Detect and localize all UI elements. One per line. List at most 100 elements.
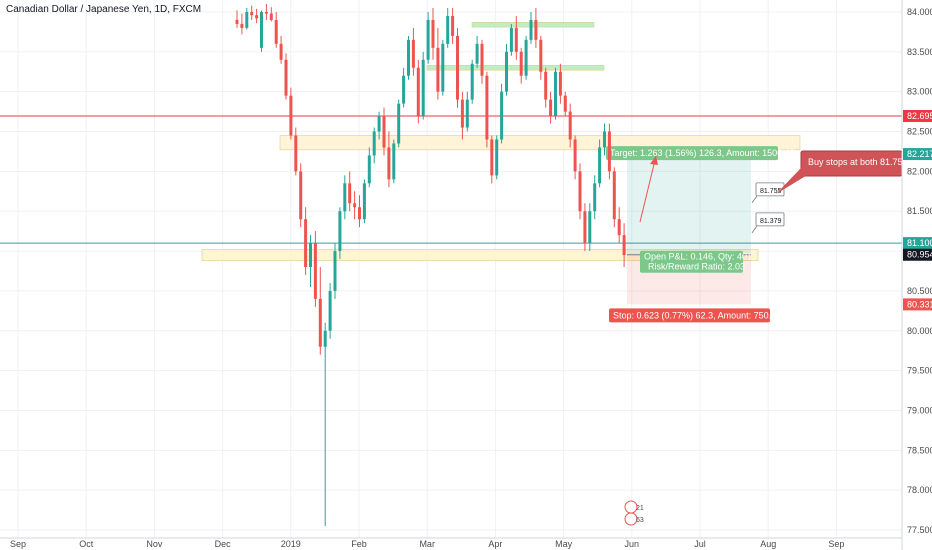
- zone-rect: [426, 65, 605, 71]
- candle: [495, 135, 499, 180]
- candle-body: [333, 251, 337, 291]
- y-tick-label: 82.500: [907, 127, 932, 137]
- candle-body: [387, 147, 391, 180]
- price-callout-text: 81.379: [760, 218, 782, 225]
- rr-label: Risk/Reward Ratio: 2.03: [648, 262, 745, 272]
- candle-body: [397, 103, 401, 144]
- candle: [529, 11, 533, 44]
- y-tick-label: 79.000: [907, 405, 932, 415]
- candle: [519, 47, 523, 84]
- candle-body: [411, 39, 415, 68]
- x-tick-label: May: [555, 539, 573, 549]
- price-callout-box: [755, 212, 785, 227]
- candle-body: [304, 219, 308, 268]
- price-label-text: 80.331: [907, 299, 932, 309]
- note-pointer: [776, 168, 809, 194]
- target-label: Target: 1.263 (1.56%) 126.3, Amount: 150…: [610, 148, 795, 158]
- candle-body: [294, 135, 298, 172]
- y-tick-label: 79.500: [907, 366, 932, 376]
- candle-body: [284, 59, 288, 96]
- candle-body: [470, 63, 474, 100]
- price-label-box: [903, 148, 932, 161]
- candle-body: [588, 211, 592, 244]
- x-tick-label: Aug: [760, 539, 776, 549]
- candle-body: [250, 11, 254, 16]
- chart-title: Canadian Dollar / Japanese Yen, 1D, FXCM: [6, 4, 201, 15]
- candle: [284, 53, 288, 100]
- candle-body: [260, 11, 263, 48]
- candle: [475, 35, 479, 68]
- candle-body: [402, 75, 406, 104]
- candle-body: [573, 139, 577, 172]
- candle: [500, 83, 504, 144]
- candle: [588, 203, 592, 252]
- candle: [490, 135, 494, 184]
- candle-body: [529, 19, 533, 40]
- candle-body: [309, 243, 312, 268]
- candle: [612, 167, 616, 228]
- price-label-box: [903, 109, 932, 122]
- candle-body: [495, 139, 499, 176]
- y-tick-label: 80.000: [907, 326, 932, 336]
- candle: [534, 7, 538, 48]
- candle: [279, 35, 283, 64]
- candle: [485, 71, 489, 148]
- candle-body: [240, 23, 244, 28]
- candle: [411, 27, 415, 76]
- candle: [250, 5, 254, 20]
- candle-body: [568, 111, 572, 140]
- candle: [470, 59, 474, 104]
- candle-body: [446, 15, 450, 44]
- event-badge-circle: [624, 512, 638, 526]
- candle-body: [421, 59, 425, 116]
- candle-body: [431, 19, 435, 48]
- projection-arrow-head: [650, 156, 658, 165]
- candle-body: [362, 183, 366, 220]
- target-label-box: [606, 146, 778, 161]
- candle-body: [485, 75, 489, 140]
- candle: [558, 63, 562, 104]
- candle-body: [480, 43, 484, 76]
- candle: [358, 195, 361, 228]
- candle-body: [299, 171, 303, 220]
- price-callout-box: [755, 182, 785, 197]
- candle-body: [583, 211, 587, 244]
- x-tick-label: Feb: [351, 539, 367, 549]
- y-tick-label: 77.500: [907, 525, 932, 535]
- candle: [407, 35, 410, 80]
- event-badge-text: 21: [636, 505, 644, 512]
- price-label-text: 82.217: [907, 149, 932, 159]
- zone-rect: [471, 22, 595, 28]
- stop-label-box: [609, 308, 770, 323]
- y-tick-label: 83.500: [907, 47, 932, 57]
- candle: [338, 207, 342, 260]
- candle-body: [598, 147, 602, 184]
- x-tick-label: 2019: [281, 539, 301, 549]
- candle-body: [607, 131, 611, 172]
- long-position-tool: Target: 1.263 (1.56%) 126.3, Amount: 150…: [606, 146, 795, 323]
- price-label-box: [903, 237, 932, 250]
- candle-body: [372, 131, 376, 156]
- note-text: Buy stops at both 81.750 &: [808, 157, 916, 167]
- x-tick-label: Apr: [488, 539, 502, 549]
- candle: [313, 231, 317, 307]
- candle: [392, 139, 396, 184]
- candle: [603, 123, 606, 156]
- zone-rect: [201, 249, 759, 261]
- candle-body: [392, 143, 396, 180]
- candle-body: [558, 71, 562, 96]
- pnl-label-box: [640, 250, 743, 273]
- candle: [505, 43, 508, 96]
- candle: [235, 10, 239, 28]
- x-tick-label: Mar: [419, 539, 435, 549]
- price-label-text: 82.695: [907, 111, 932, 121]
- candle: [568, 103, 572, 148]
- candle: [421, 51, 425, 120]
- candle: [353, 191, 357, 220]
- y-tick-label: 80.500: [907, 286, 932, 296]
- candle-body: [426, 19, 430, 60]
- candle: [260, 10, 263, 52]
- candle-body: [279, 43, 283, 60]
